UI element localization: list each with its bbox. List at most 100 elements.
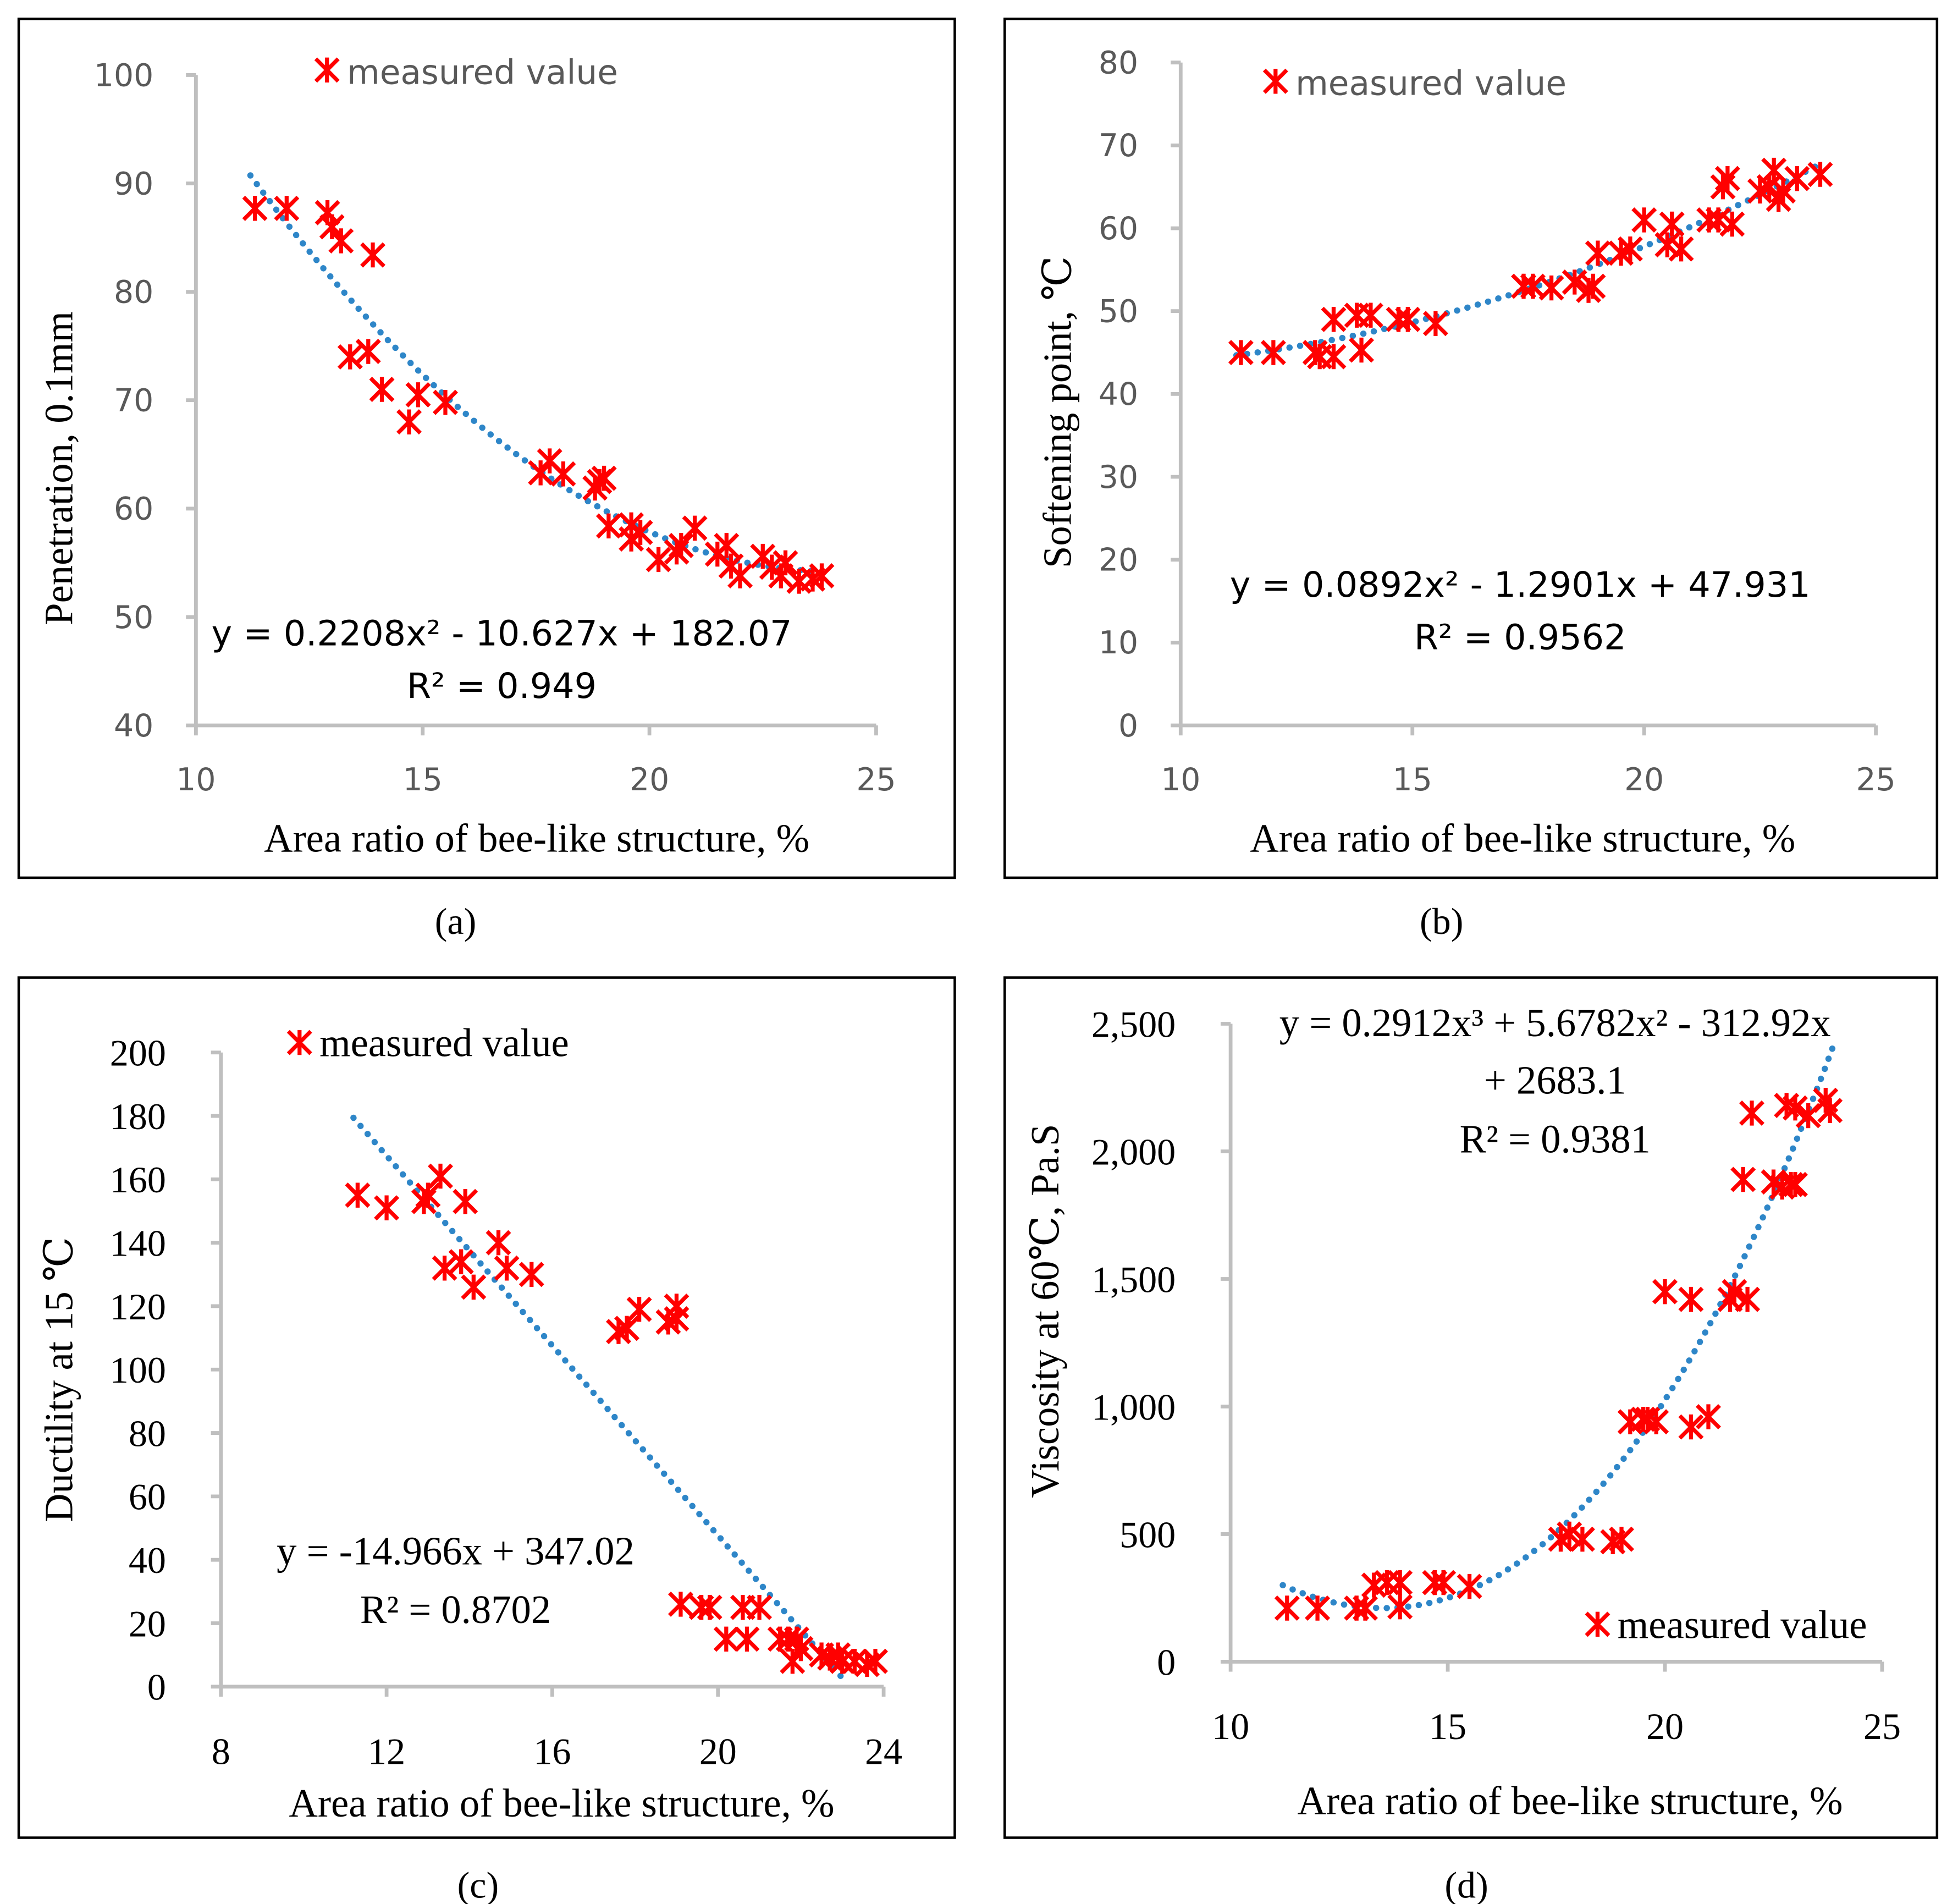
data-point [328,228,354,254]
legend-label: measured value [1295,64,1567,103]
data-point [494,1255,520,1281]
x-tick-label: 15 [1393,762,1432,798]
trend-equation: R² = 0.9381 [1460,1116,1651,1161]
panel-frame [17,976,956,1839]
legend-marker-icon [1585,1611,1610,1637]
data-point [1562,269,1587,295]
x-tick-label: 25 [856,762,896,798]
panel-caption: (d) [1444,1864,1488,1904]
legend-label: measured value [319,1021,569,1065]
legend: measured value [286,1021,569,1065]
data-point [697,1594,722,1620]
data-point [682,515,708,541]
y-tick-label: 20 [1099,542,1138,579]
y-tick-label: 80 [114,274,153,310]
y-tick-label: 80 [1099,45,1138,81]
legend-label: measured value [347,53,618,92]
panel-b: 10 15 20 25 0 10 20 30 40 50 60 70 80 measured value y… [1003,18,1939,942]
x-tick-label: 10 [1161,762,1200,798]
data-point [432,389,458,415]
data-point [374,1195,400,1221]
trend-equation: y = -14.966x + 347.02 [277,1528,635,1573]
legend: measured value [1585,1602,1867,1647]
y-tick-label: 100 [94,57,153,93]
data-point [788,1636,814,1661]
x-tick-label: 8 [212,1731,230,1773]
data-point [1631,207,1657,233]
x-tick-label: 10 [176,762,216,798]
data-point [734,1626,760,1652]
legend-marker-icon [314,57,340,83]
trendline [1279,1040,1838,1611]
data-point [1730,1166,1756,1192]
y-tick-label: 50 [1099,294,1138,330]
data-point [1431,1570,1457,1595]
data-point [1784,166,1810,191]
data-point [1358,302,1383,328]
panel-caption: (b) [1420,900,1463,942]
data-point [1678,1414,1704,1440]
trend-equation: y = 0.2912x³ + 5.6782x² - 312.92x [1279,1000,1831,1045]
trend-equation: R² = 0.949 [407,665,597,706]
data-point [1735,1286,1761,1312]
x-tick-label: 15 [1429,1705,1466,1747]
data-point [1260,340,1286,366]
data-point [396,409,422,435]
legend: measured value [1262,64,1567,103]
y-tick-label: 60 [1099,211,1138,247]
data-point [1557,1521,1582,1547]
panel-c: 8 12 16 20 24 0 20 40 60 80 100 120 140 160 180 200 meas… [17,976,956,1904]
y-tick-label: 0 [1118,708,1138,744]
x-tick-label: 24 [865,1731,902,1773]
data-point [1643,1409,1669,1435]
y-tick-label: 90 [114,166,153,202]
legend-marker-icon [1262,68,1288,94]
x-tick-label: 25 [1856,762,1896,798]
y-tick-label: 40 [1099,376,1138,412]
data-point [646,547,671,573]
trend-equation: R² = 0.8702 [360,1587,551,1632]
panel-caption: (c) [457,1864,499,1904]
x-tick-label: 10 [1212,1705,1249,1747]
y-tick-label: 1,500 [1091,1258,1176,1300]
data-point [1457,1573,1482,1599]
y-tick-label: 30 [1099,459,1138,496]
data-point [355,339,381,365]
data-point [1305,1595,1331,1621]
data-point [1352,1595,1378,1621]
y-axis-label: Viscosity at 60℃, Pa.S [1023,1124,1067,1498]
panel-d: 10 15 20 25 0 500 1,000 1,500 2,000 2,500 measured… [1003,976,1939,1904]
y-tick-label: 0 [147,1666,166,1708]
data-point [1569,1526,1595,1552]
x-tick-label: 12 [368,1731,405,1773]
data-point [668,1591,693,1617]
data-point [714,532,740,558]
data-point [519,1262,544,1287]
data-point [1678,1286,1704,1312]
data-point [1387,1570,1413,1595]
x-tick-label: 16 [533,1731,571,1773]
y-tick-label: 40 [114,708,153,744]
data-point [727,563,753,589]
data-point [627,520,653,546]
trend-equation: + 2683.1 [1484,1058,1626,1103]
y-tick-label: 200 [110,1032,166,1074]
panel-a: 10 15 20 25 40 50 60 70 80 90 100 measured value y =… [17,18,956,942]
data-point [1778,1171,1804,1197]
x-tick-label: 20 [1624,762,1664,798]
data-point [461,1274,487,1300]
y-tick-label: 50 [114,599,153,636]
y-tick-label: 70 [114,383,153,419]
panel-caption: (a) [435,900,477,942]
data-point [1696,1404,1721,1430]
y-axis-label: Ductility at 15 ℃ [37,1237,81,1522]
data-point [1807,162,1833,188]
data-point [1387,1594,1413,1620]
data-point [428,1163,454,1189]
data-point [809,563,835,589]
data-point [747,1594,773,1620]
data-point [1538,275,1564,301]
trend-equation: R² = 0.9562 [1414,617,1626,658]
data-point [1652,1279,1678,1305]
